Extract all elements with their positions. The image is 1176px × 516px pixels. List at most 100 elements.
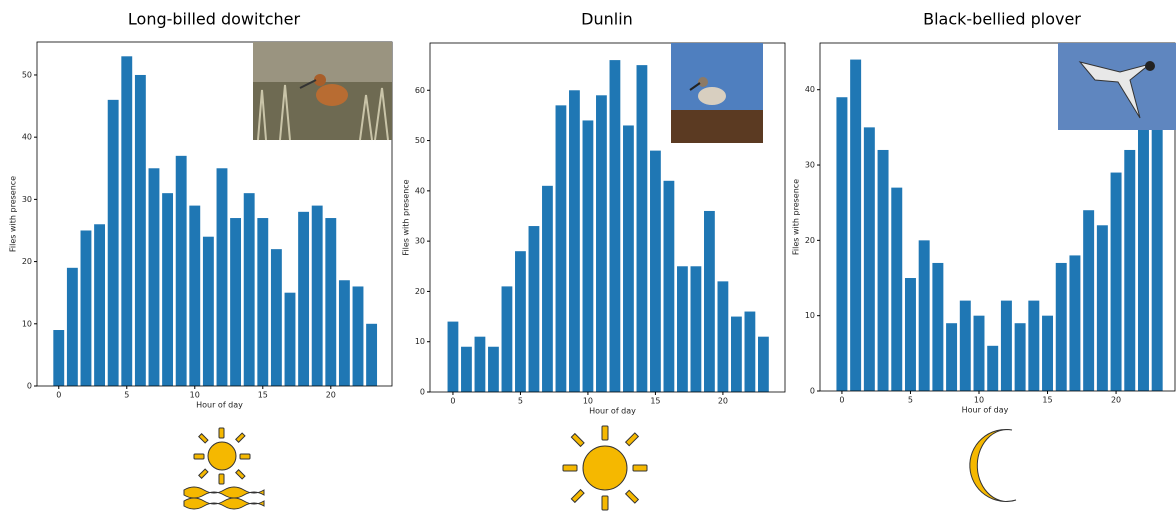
bar — [325, 218, 336, 386]
x-tick-label: 10 — [190, 391, 200, 400]
bar — [919, 240, 930, 391]
bar — [731, 317, 742, 392]
y-tick-label: 40 — [415, 186, 425, 195]
bar — [569, 90, 580, 392]
bar — [905, 278, 916, 391]
y-tick-label: 60 — [415, 86, 425, 95]
x-tick-label: 5 — [518, 397, 523, 406]
bar — [610, 60, 621, 392]
x-tick-label: 5 — [124, 391, 129, 400]
bar — [298, 212, 309, 386]
y-tick-label: 0 — [27, 382, 32, 391]
x-tick-label: 0 — [56, 391, 61, 400]
sun-rise-icon — [184, 428, 264, 509]
bar — [257, 218, 268, 386]
bar — [1083, 210, 1094, 391]
bar — [488, 347, 499, 392]
bar — [1152, 90, 1163, 391]
x-axis-label: Hour of day — [196, 401, 243, 410]
photo-plover — [1058, 43, 1176, 130]
bar — [53, 330, 64, 386]
x-tick-label: 20 — [1111, 396, 1121, 405]
bar — [850, 60, 861, 391]
bar — [162, 193, 173, 386]
bar — [108, 100, 119, 386]
bar — [718, 281, 729, 392]
bar — [475, 337, 486, 392]
bar — [1001, 301, 1012, 391]
y-tick-label: 30 — [22, 195, 32, 204]
bar — [149, 168, 160, 386]
y-tick-label: 30 — [415, 237, 425, 246]
bar — [312, 206, 323, 386]
bar — [366, 324, 377, 386]
x-tick-label: 0 — [450, 397, 455, 406]
y-tick-label: 20 — [22, 257, 32, 266]
chart-title: Dunlin — [581, 10, 633, 29]
bar — [529, 226, 540, 392]
y-tick-label: 20 — [805, 236, 815, 245]
y-tick-label: 10 — [415, 337, 425, 346]
x-tick-label: 15 — [650, 397, 660, 406]
bar — [583, 120, 594, 392]
bar — [353, 286, 364, 386]
y-axis-label: Files with presence — [9, 176, 18, 252]
moon-icon — [970, 429, 1016, 501]
x-tick-label: 5 — [908, 396, 913, 405]
bar — [556, 105, 567, 392]
bar — [217, 168, 228, 386]
bar — [596, 95, 607, 392]
y-tick-label: 0 — [810, 387, 815, 396]
y-tick-label: 40 — [805, 85, 815, 94]
x-tick-label: 10 — [974, 396, 984, 405]
bar — [704, 211, 715, 392]
bar — [515, 251, 526, 392]
x-tick-label: 20 — [326, 391, 336, 400]
x-axis-label: Hour of day — [962, 406, 1009, 415]
bar — [1111, 173, 1122, 391]
bar — [623, 125, 634, 392]
photo-dunlin — [671, 43, 763, 143]
bar — [502, 286, 513, 392]
bar — [691, 266, 702, 392]
figure: Long-billed dowitcher0102030405005101520… — [0, 0, 1176, 512]
x-tick-label: 15 — [258, 391, 268, 400]
bar — [189, 206, 200, 386]
bar — [461, 347, 472, 392]
bar — [203, 237, 214, 386]
bar — [864, 127, 875, 391]
sun-icon — [563, 426, 647, 510]
chart-title: Long-billed dowitcher — [128, 10, 301, 29]
bar — [176, 156, 187, 386]
bar — [81, 230, 92, 386]
bar — [339, 280, 350, 386]
y-tick-label: 10 — [22, 319, 32, 328]
bar — [637, 65, 648, 392]
y-tick-label: 10 — [805, 311, 815, 320]
bar — [67, 268, 78, 386]
bar — [1042, 316, 1053, 391]
bar — [94, 224, 105, 386]
bar — [987, 346, 998, 391]
bar — [448, 322, 459, 392]
bar — [946, 323, 957, 391]
bar — [1015, 323, 1026, 391]
bar — [891, 188, 902, 391]
bar — [745, 312, 756, 392]
bar — [960, 301, 971, 391]
y-tick-label: 20 — [415, 287, 425, 296]
y-tick-label: 30 — [805, 161, 815, 170]
bar — [758, 337, 769, 392]
bar — [932, 263, 943, 391]
photo-dowitcher — [253, 42, 392, 140]
chart-title: Black-bellied plover — [923, 10, 1081, 29]
bar — [542, 186, 553, 392]
bar — [271, 249, 282, 386]
x-tick-label: 15 — [1042, 396, 1052, 405]
x-axis-label: Hour of day — [589, 407, 636, 416]
y-axis-label: Files with presence — [792, 179, 801, 255]
bar — [244, 193, 255, 386]
bar — [135, 75, 146, 386]
bar — [1097, 225, 1108, 391]
